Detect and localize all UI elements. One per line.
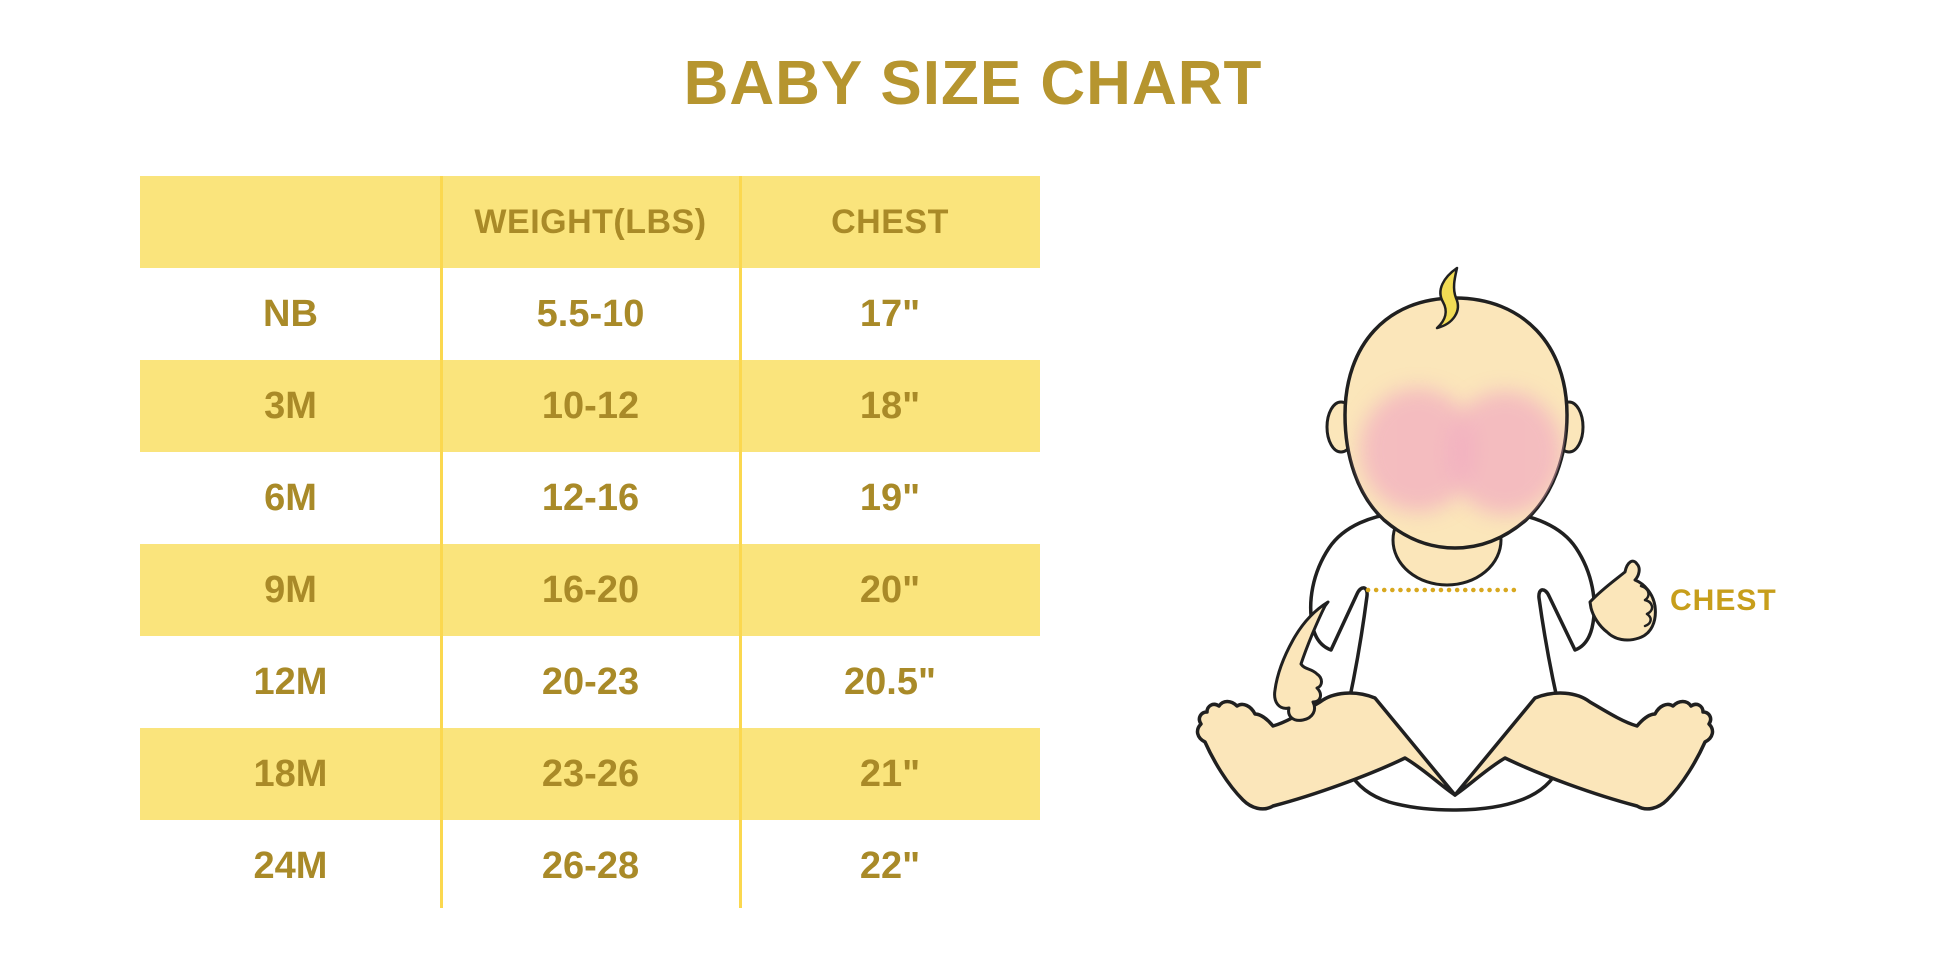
size-cell: NB [140,293,441,336]
table-header-row: WEIGHT(LBS) CHEST [140,176,1040,268]
weight-cell: 26-28 [441,845,740,888]
weight-cell: 12-16 [441,477,740,520]
weight-cell: 10-12 [441,385,740,428]
chest-cell: 19" [740,477,1040,520]
chest-cell: 22" [740,845,1040,888]
weight-cell: 5.5-10 [441,293,740,336]
table-row: 9M 16-20 20" [140,544,1040,636]
baby-illustration: CHEST [1165,250,1785,870]
table-row: 12M 20-23 20.5" [140,636,1040,728]
table-row: NB 5.5-10 17" [140,268,1040,360]
size-cell: 3M [140,385,441,428]
page-title: BABY SIZE CHART [0,48,1946,119]
weight-cell: 23-26 [441,753,740,796]
header-weight: WEIGHT(LBS) [441,203,740,242]
chest-cell: 17" [740,293,1040,336]
column-divider-2 [739,176,742,908]
chest-cell: 18" [740,385,1040,428]
size-cell: 12M [140,661,441,704]
size-cell: 9M [140,569,441,612]
column-divider-1 [440,176,443,908]
header-chest: CHEST [740,203,1040,242]
table-row: 18M 23-26 21" [140,728,1040,820]
size-table: WEIGHT(LBS) CHEST NB 5.5-10 17" 3M 10-12… [140,176,1040,912]
chest-cell: 20" [740,569,1040,612]
baby-drawing [1165,250,1745,870]
table-row: 6M 12-16 19" [140,452,1040,544]
chest-measurement-label: CHEST [1670,584,1777,618]
weight-cell: 16-20 [441,569,740,612]
chest-cell: 20.5" [740,661,1040,704]
baby-size-chart-page: BABY SIZE CHART WEIGHT(LBS) CHEST NB 5.5… [0,0,1946,973]
table-row: 24M 26-28 22" [140,820,1040,912]
size-cell: 6M [140,477,441,520]
chest-cell: 21" [740,753,1040,796]
size-cell: 18M [140,753,441,796]
weight-cell: 20-23 [441,661,740,704]
size-cell: 24M [140,845,441,888]
table-row: 3M 10-12 18" [140,360,1040,452]
